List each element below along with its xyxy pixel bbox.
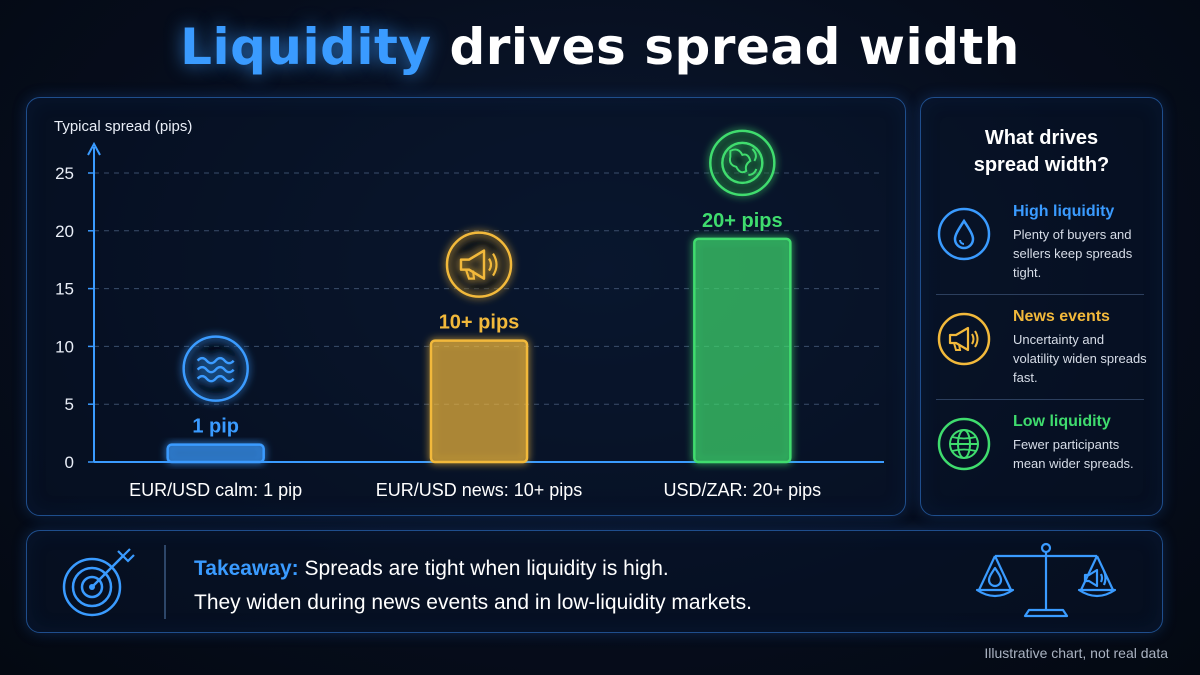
y-tick-label: 15 [55,280,74,299]
takeaway-line1: Takeaway: Spreads are tight when liquidi… [194,557,669,581]
bar-1 [166,443,265,464]
driver-title: News events [1013,308,1110,325]
category-label: EUR/USD calm: 1 pip [129,480,302,500]
side-title-line1: What drives [984,127,1099,149]
driver-title: High liquidity [1013,203,1115,220]
category-label: USD/ZAR: 20+ pips [664,480,822,500]
y-axis-label: Typical spread (pips) [54,118,192,135]
driver-high-liquidity: High liquidity Plenty of buyers and sell… [936,203,1156,293]
title-accent: Liquidity [180,18,432,76]
balance-scale-icon [975,542,1117,622]
driver-desc: Uncertainty and volatility widen spreads… [1013,332,1147,385]
spread-chart: Typical spread (pips) 0 5 10 15 20 25 1 pip EUR… [54,118,884,500]
y-axis-arrow [87,141,101,156]
side-panel-title: What drives spread width? [920,125,1163,179]
driver-desc: Fewer participants mean wider spreads. [1013,437,1134,471]
y-tick-label: 10 [55,337,74,356]
data-label: 20+ pips [702,210,783,232]
driver-low-liquidity: Low liquidity Fewer participants mean wi… [936,413,1156,503]
target-icon [60,545,135,620]
takeaway-divider [164,545,166,619]
droplet-icon [936,206,992,262]
megaphone-icon [936,311,992,367]
takeaway-text1: Spreads are tight when liquidity is high… [304,557,669,580]
driver-title: Low liquidity [1013,413,1111,430]
y-tick-label: 0 [65,453,74,472]
takeaway-label: Takeaway: [194,557,299,580]
divider [936,294,1144,295]
category-label: EUR/USD news: 10+ pips [376,480,583,500]
data-label: 10+ pips [439,312,520,334]
page-title: Liquidity drives spread width [0,18,1200,76]
driver-news-events: News events Uncertainty and volatility w… [936,308,1156,398]
driver-desc: Plenty of buyers and sellers keep spread… [1013,227,1133,280]
takeaway-panel [26,530,1163,633]
divider [936,399,1144,400]
bar-2 [429,339,529,464]
y-tick-label: 5 [65,395,74,414]
y-tick-label: 20 [55,222,74,241]
footnote: Illustrative chart, not real data [984,645,1168,661]
megaphone-icon [445,231,513,298]
title-rest: drives spread width [449,18,1020,76]
side-title-line2: spread width? [973,154,1110,176]
y-tick-label: 25 [55,164,74,183]
bar-3 [693,237,792,464]
takeaway-line2: They widen during news events and in low… [194,591,752,614]
side-panel [920,97,1163,516]
data-label: 1 pip [192,416,239,438]
globe-icon [936,416,992,472]
globe-icon [709,129,776,197]
water-icon [182,335,249,402]
